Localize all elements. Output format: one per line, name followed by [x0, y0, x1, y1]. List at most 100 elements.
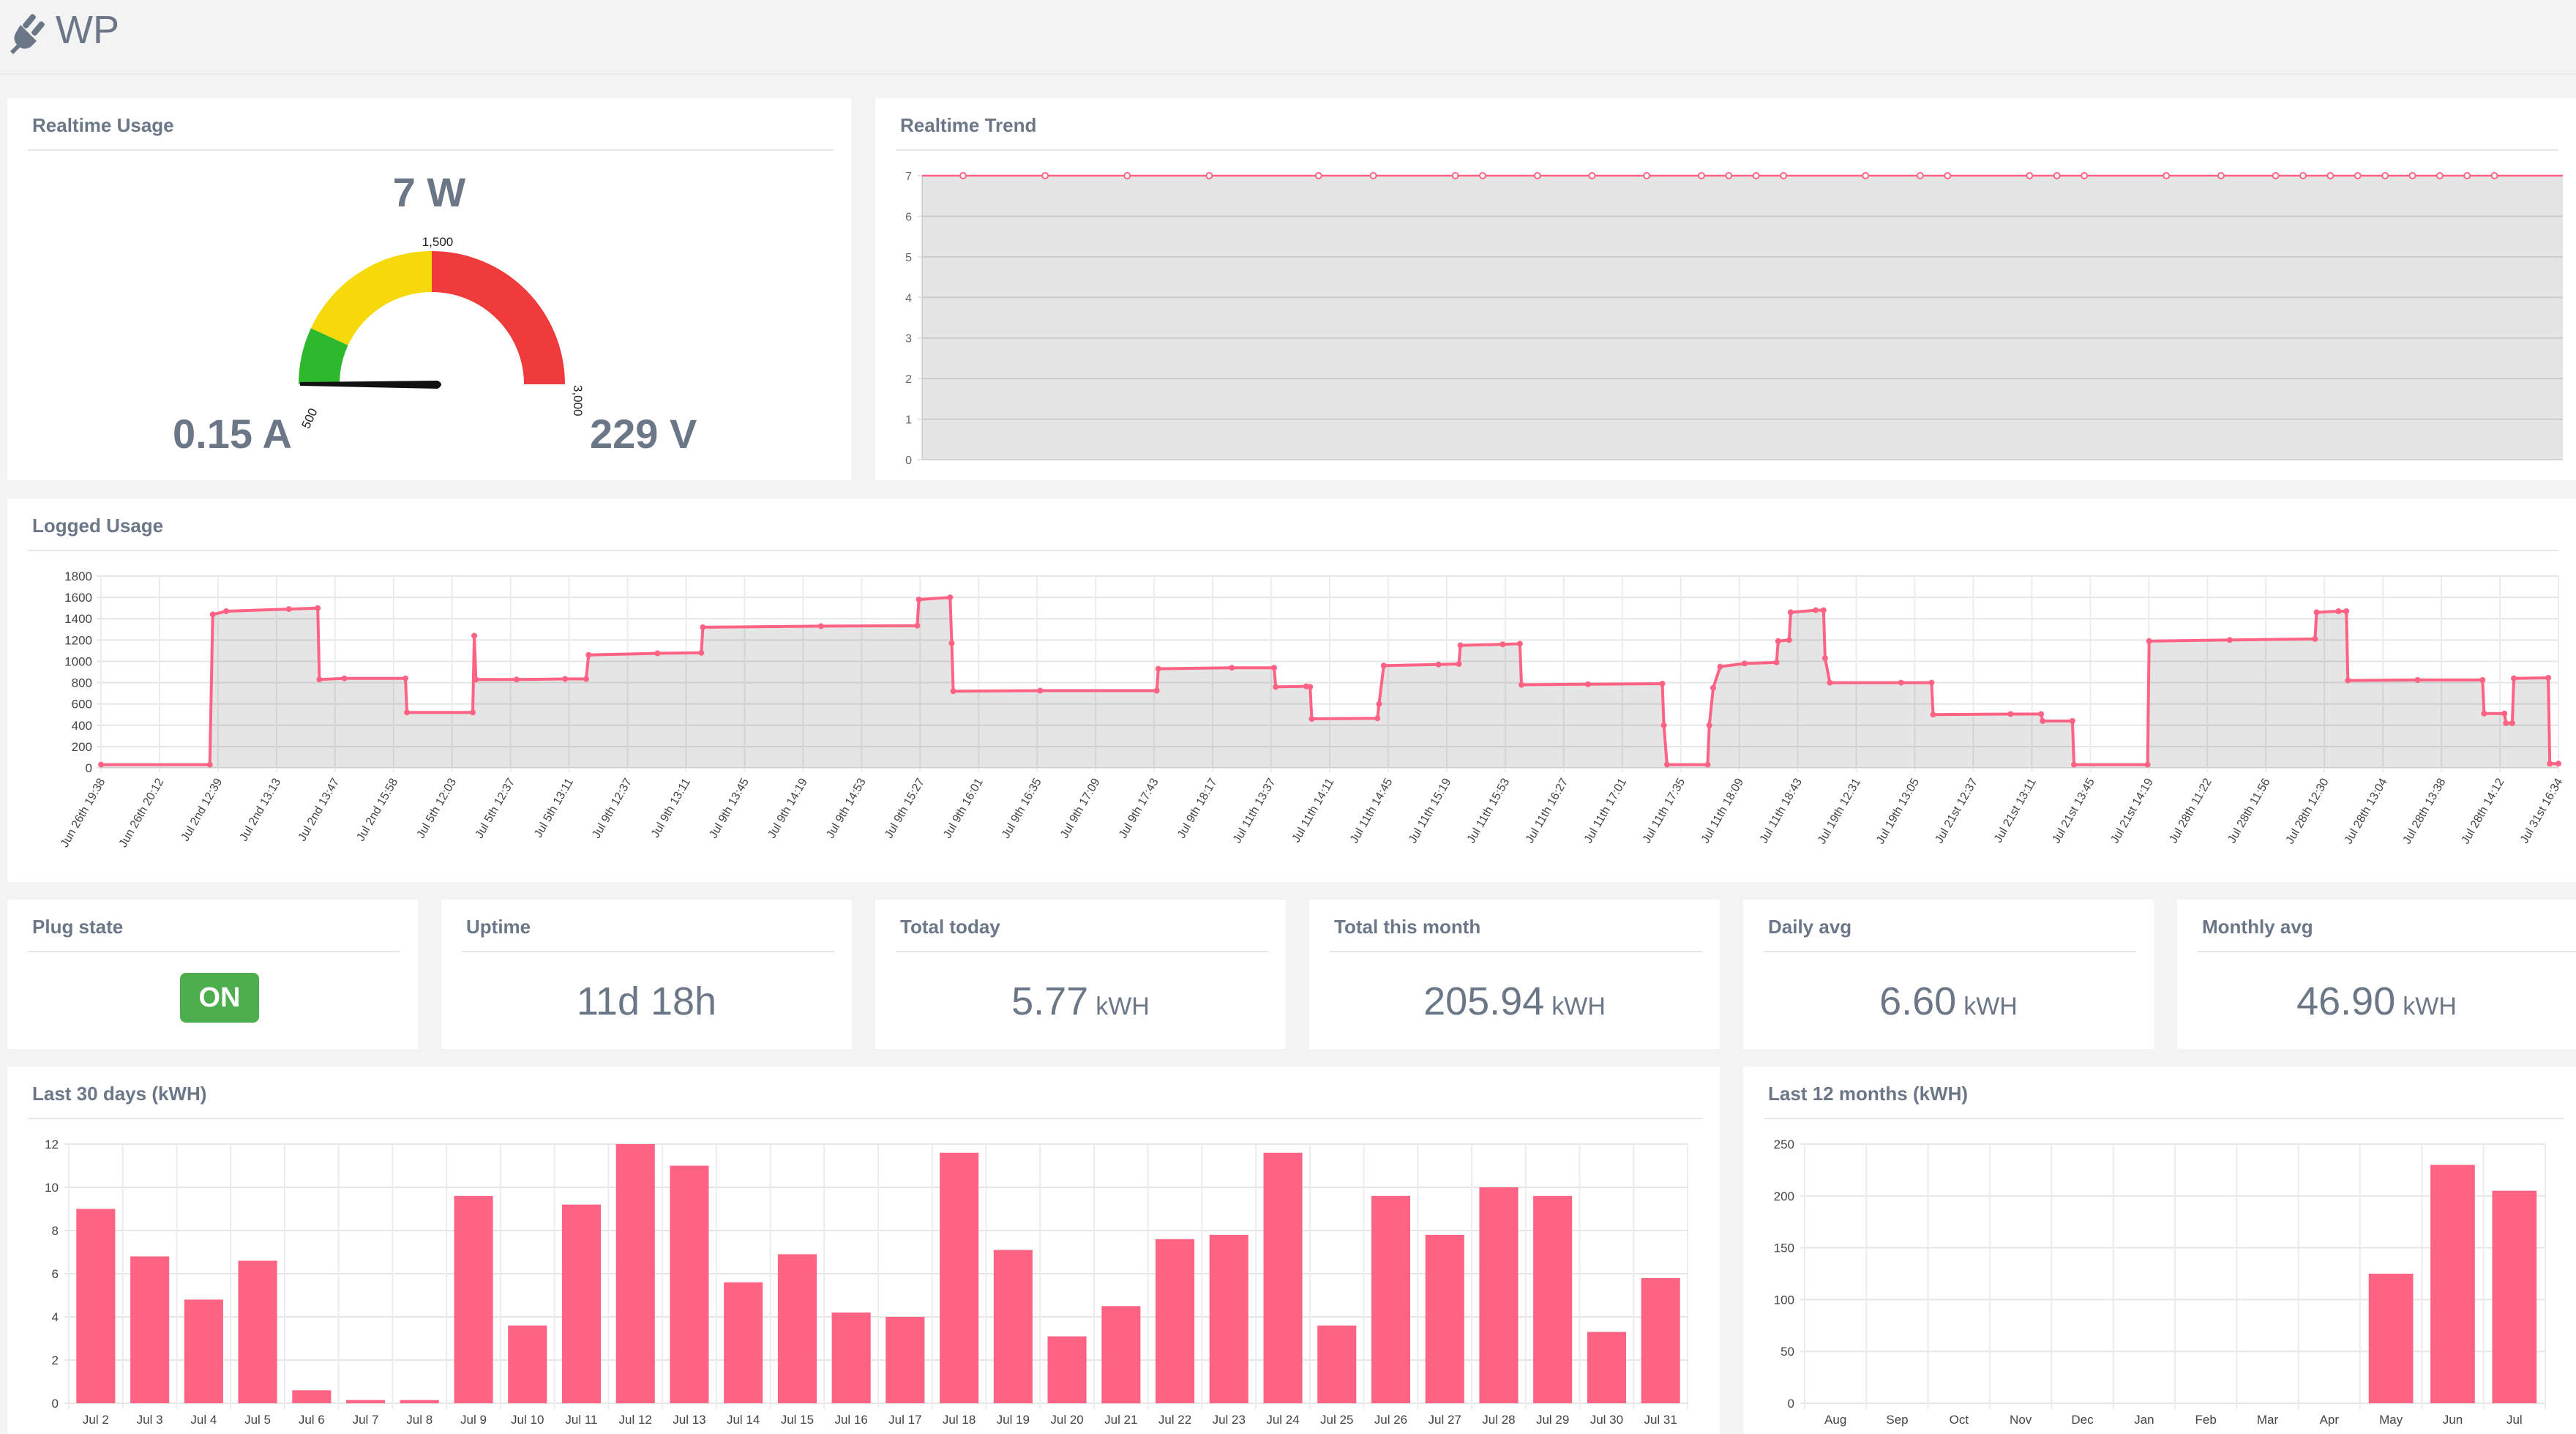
data-point: [209, 611, 216, 618]
x-tick-label: Jul 11: [565, 1413, 597, 1427]
last-12-months-chart: 0 50 100 150 200 250 Aug Sep Oct Nov Dec Jan Feb Mar A…: [1774, 1138, 2546, 1427]
stat-unit: kWH: [1551, 993, 1606, 1020]
x-tick-label: Jul 9th 14:19: [765, 776, 810, 840]
stat-unit: kWH: [2403, 993, 2457, 1020]
y-tick-label: 1800: [64, 570, 92, 583]
data-point: [1456, 661, 1462, 668]
x-tick-label: Jun 26th 19:38: [59, 776, 108, 849]
divider: [1764, 1118, 2564, 1119]
data-point: [2547, 761, 2553, 767]
y-tick-label: 7: [905, 171, 912, 183]
y-tick-label: 10: [45, 1181, 59, 1195]
x-tick-label: Jun: [2443, 1413, 2463, 1427]
divider: [1764, 951, 2136, 952]
x-tick-label: Jul 27: [1429, 1413, 1461, 1427]
bar: [1533, 1195, 1573, 1403]
x-tick-label: Mar: [2257, 1413, 2279, 1427]
data-point: [1369, 172, 1377, 179]
uptime-value: 11d 18h: [441, 979, 852, 1024]
data-point: [316, 676, 323, 683]
x-tick-label: Jul 5th 13:11: [532, 776, 576, 840]
gauge-yellow-band: [310, 251, 432, 346]
data-point: [959, 172, 967, 179]
data-point: [1752, 172, 1760, 179]
data-point: [2081, 172, 2089, 179]
x-tick-label: Jul 9th 16:01: [941, 776, 986, 840]
gauge-green-band: [299, 328, 348, 384]
bar: [561, 1204, 601, 1403]
stat-number: 46.90: [2296, 979, 2396, 1023]
y-tick-label: 8: [52, 1224, 59, 1238]
app-title: WP: [56, 8, 119, 52]
x-tick-label: Jul 19: [997, 1413, 1030, 1427]
y-tick-label: 250: [1774, 1138, 1794, 1151]
bar: [1263, 1152, 1303, 1403]
realtime-usage-panel: Realtime Usage 7 W 500 1,500 3,000 0.15 …: [7, 98, 851, 480]
plug-state-badge[interactable]: ON: [180, 973, 259, 1023]
bar: [454, 1195, 493, 1403]
divider: [2198, 951, 2576, 952]
x-tick-label: Aug: [1824, 1413, 1846, 1427]
uptime-value-text: 11d 18h: [576, 979, 717, 1023]
x-tick-label: Jul 9th 13:11: [649, 776, 693, 840]
data-point: [1725, 172, 1733, 179]
data-point: [1588, 172, 1596, 179]
data-point: [2511, 675, 2517, 681]
y-tick-label: 2: [52, 1353, 59, 1367]
x-tick-label: Jul 9: [460, 1413, 487, 1427]
x-tick-label: Jul 10: [511, 1413, 544, 1427]
data-point: [2071, 761, 2077, 768]
data-point: [1697, 172, 1705, 179]
data-point: [1374, 715, 1381, 722]
data-point: [285, 606, 292, 613]
panel-title: Last 12 months (kWH): [1768, 1083, 1969, 1105]
data-point: [1519, 681, 1524, 688]
total-month-panel: Total this month 205.94 kWH: [1309, 900, 1720, 1049]
power-readout: 7 W: [392, 169, 466, 215]
y-tick-label: 600: [72, 698, 92, 712]
x-tick-label: Jul 30: [1590, 1413, 1623, 1427]
bar: [993, 1250, 1033, 1403]
data-point: [700, 624, 706, 630]
data-point: [1813, 607, 1819, 613]
x-tick-label: Jul 21st 13:11: [1992, 776, 2039, 845]
y-tick-label: 12: [45, 1138, 59, 1151]
x-tick-label: Jul 2nd 15:58: [354, 776, 400, 843]
x-tick-label: Jul 12: [619, 1413, 652, 1427]
bar: [76, 1209, 116, 1403]
data-point: [2343, 608, 2350, 614]
x-tick-label: Jul 28th 12:30: [2284, 776, 2332, 846]
y-tick-label: 200: [1774, 1190, 1794, 1203]
stat-number: 5.77: [1011, 979, 1089, 1023]
x-tick-label: Jul 11th 14:11: [1290, 776, 1337, 845]
divider: [28, 951, 400, 952]
x-tick-label: Jul 13: [673, 1413, 705, 1427]
x-tick-label: Sep: [1886, 1413, 1908, 1427]
data-point: [402, 675, 408, 681]
x-tick-label: Jul 16: [834, 1413, 867, 1427]
data-point: [2146, 638, 2152, 644]
x-tick-label: Jul 2nd 12:39: [179, 776, 225, 843]
x-tick-label: Jul 15: [781, 1413, 814, 1427]
x-tick-label: Jul 21st 13:45: [2050, 776, 2097, 845]
data-point: [473, 676, 479, 683]
data-point: [2481, 710, 2487, 717]
gauge-tick-label: 1,500: [422, 235, 454, 249]
x-tick-label: Jul 9th 18:17: [1175, 776, 1220, 840]
data-point: [914, 622, 921, 629]
x-tick-label: Jul 24: [1266, 1413, 1299, 1427]
data-point: [1155, 665, 1161, 672]
logged-usage-chart: 0 200 400 600 800 1000 1200 1400 1600 1800 Jun 26t…: [59, 570, 2566, 850]
bar: [1101, 1306, 1141, 1404]
current-readout: 0.15 A: [173, 411, 292, 457]
data-point: [1820, 607, 1827, 613]
x-tick-label: Jul 31st 16:34: [2518, 776, 2566, 845]
bar: [886, 1317, 925, 1403]
data-point: [1827, 679, 1833, 686]
panel-title: Total this month: [1334, 916, 1481, 938]
x-tick-label: Jul 28th 11:56: [2225, 776, 2272, 845]
data-point: [1041, 172, 1049, 179]
data-point: [1153, 687, 1160, 694]
total-month-value: 205.94 kWH: [1309, 979, 1720, 1024]
x-tick-label: Jul 9th 14:53: [824, 776, 869, 840]
